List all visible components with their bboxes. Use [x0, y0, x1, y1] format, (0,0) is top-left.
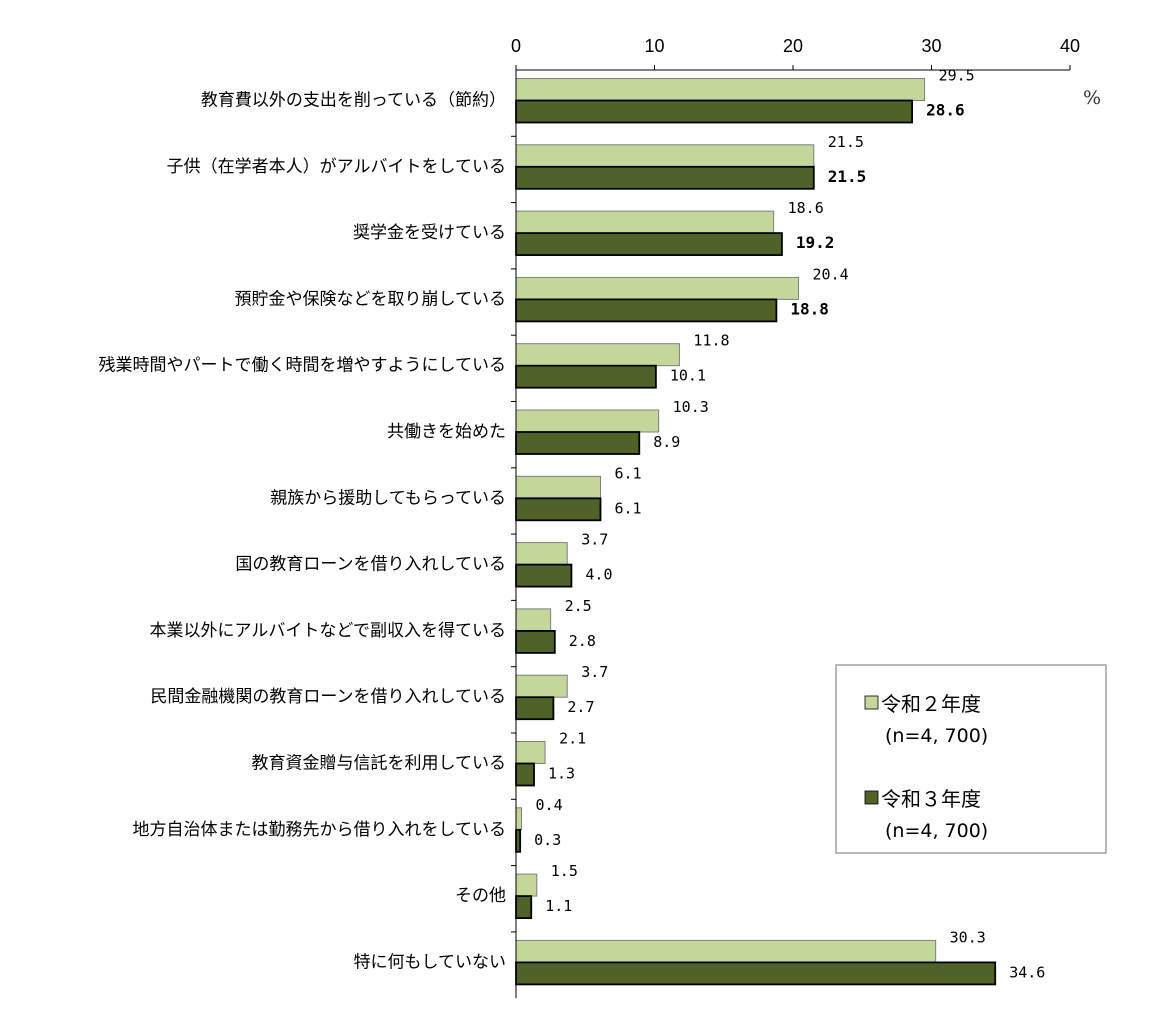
value-label-series-2: 34.6 [1009, 963, 1045, 981]
category-label: その他 [455, 886, 506, 906]
x-tick-label: 10 [644, 36, 664, 56]
value-label-series-2: 4.0 [585, 566, 612, 584]
value-label-series-2: 10.1 [670, 367, 706, 385]
value-label-series-2: 28.6 [926, 101, 965, 120]
bar-series-1 [515, 674, 568, 698]
bar-series-1 [515, 210, 775, 234]
bar-series-1 [515, 608, 552, 632]
value-label-series-1: 18.6 [788, 199, 824, 217]
legend: 令和２年度 (n=4, 700) 令和３年度 (n=4, 700) [835, 664, 1107, 854]
value-label-series-2: 2.8 [569, 632, 596, 650]
value-label-series-2: 18.8 [790, 299, 829, 318]
category-label: 民間金融機関の教育ローンを借り入れしている [150, 687, 506, 707]
value-label-series-2: 1.1 [545, 897, 572, 915]
bar-series-1 [515, 741, 546, 764]
value-label-series-1: 2.5 [565, 597, 592, 615]
bar-series-1 [515, 409, 660, 433]
category-label: 残業時間やパートで働く時間を増やすようにしている [99, 356, 507, 376]
value-label-series-2: 6.1 [614, 499, 641, 517]
bar-series-2 [515, 696, 555, 721]
category-label: 子供（在学者本人）がアルバイトをしている [167, 157, 506, 177]
value-label-series-2: 2.7 [567, 698, 594, 716]
axes [511, 65, 1071, 999]
bar-series-1 [515, 873, 538, 897]
category-labels: 教育費以外の支出を削っている（節約） 子供（在学者本人）がアルバイトをしている奨学… [99, 91, 507, 973]
x-tick-label: 40 [1060, 36, 1080, 56]
legend-swatch-series-2 [864, 790, 879, 805]
legend-n-series-1: (n=4, 700) [885, 725, 988, 747]
value-label-series-2: 21.5 [828, 167, 867, 186]
category-label: 国の教育ローンを借り入れしている [235, 555, 506, 575]
category-label: 本業以外にアルバイトなどで副収入を得ている [150, 621, 507, 641]
category-label: 特に何もしていない [354, 952, 507, 972]
value-label-series-1: 6.1 [614, 464, 641, 482]
x-tick-label: 20 [783, 36, 803, 56]
value-label-series-1: 3.7 [581, 663, 608, 681]
value-label-series-2: 8.9 [653, 433, 680, 451]
value-label-series-2: 1.3 [548, 765, 575, 783]
value-label-series-1: 30.3 [950, 928, 986, 946]
value-label-series-1: 0.4 [536, 796, 563, 814]
bar-group: 29.528.621.521.518.619.220.418.811.810.1… [515, 67, 1045, 986]
value-label-series-1: 20.4 [813, 265, 849, 283]
bar-series-2 [515, 895, 533, 919]
legend-box [835, 664, 1107, 854]
bar-series-1 [515, 276, 800, 300]
category-label: 預貯金や保険などを取り崩している [235, 289, 507, 309]
legend-swatch-series-1 [864, 695, 879, 710]
unit-label: % [1083, 87, 1101, 109]
legend-n-series-2: (n=4, 700) [885, 820, 988, 842]
value-label-series-1: 21.5 [828, 133, 864, 151]
value-label-series-1: 1.5 [551, 862, 578, 880]
bar-series-2 [515, 828, 522, 853]
bar-series-2 [515, 165, 815, 190]
bar-series-2 [515, 630, 556, 654]
value-label-series-1: 10.3 [673, 398, 709, 416]
bar-series-1 [515, 144, 815, 168]
bar-series-2 [515, 961, 997, 986]
x-tick-label: 0 [511, 36, 521, 56]
category-label: 共働きを始めた [387, 422, 506, 442]
category-label: 地方自治体または勤務先から借り入れをしている [133, 820, 507, 840]
value-label-series-2: 0.3 [534, 831, 561, 849]
value-label-series-1: 11.8 [693, 332, 729, 350]
value-label-series-2: 19.2 [796, 233, 835, 252]
bar-series-2 [515, 364, 657, 389]
bar-series-1 [515, 939, 937, 963]
x-tick-label: 30 [921, 36, 941, 56]
category-label: 教育費以外の支出を削っている（節約） [201, 91, 506, 111]
bar-series-2 [515, 563, 573, 588]
bar-series-2 [515, 99, 914, 124]
legend-label-series-2: 令和３年度 [881, 787, 981, 811]
bar-series-2 [515, 431, 641, 455]
bar-series-1 [515, 475, 601, 499]
bar-series-1 [515, 542, 568, 566]
legend-label-series-1: 令和２年度 [881, 692, 981, 716]
bar-series-2 [515, 497, 602, 522]
category-label: 親族から援助してもらっている [270, 488, 506, 508]
value-label-series-1: 3.7 [581, 531, 608, 549]
bar-series-2 [515, 762, 535, 787]
bar-series-1 [515, 78, 926, 101]
x-axis-ticks: 0 10 20 30 40 [511, 36, 1080, 56]
bar-series-1 [515, 807, 523, 831]
value-label-series-1: 29.5 [939, 67, 975, 85]
category-label: 教育資金贈与信託を利用している [252, 754, 507, 774]
bar-series-2 [515, 298, 778, 323]
bar-series-1 [515, 343, 680, 367]
bar-series-2 [515, 232, 783, 257]
category-label: 奨学金を受けている [353, 223, 506, 243]
value-label-series-1: 2.1 [559, 730, 586, 748]
